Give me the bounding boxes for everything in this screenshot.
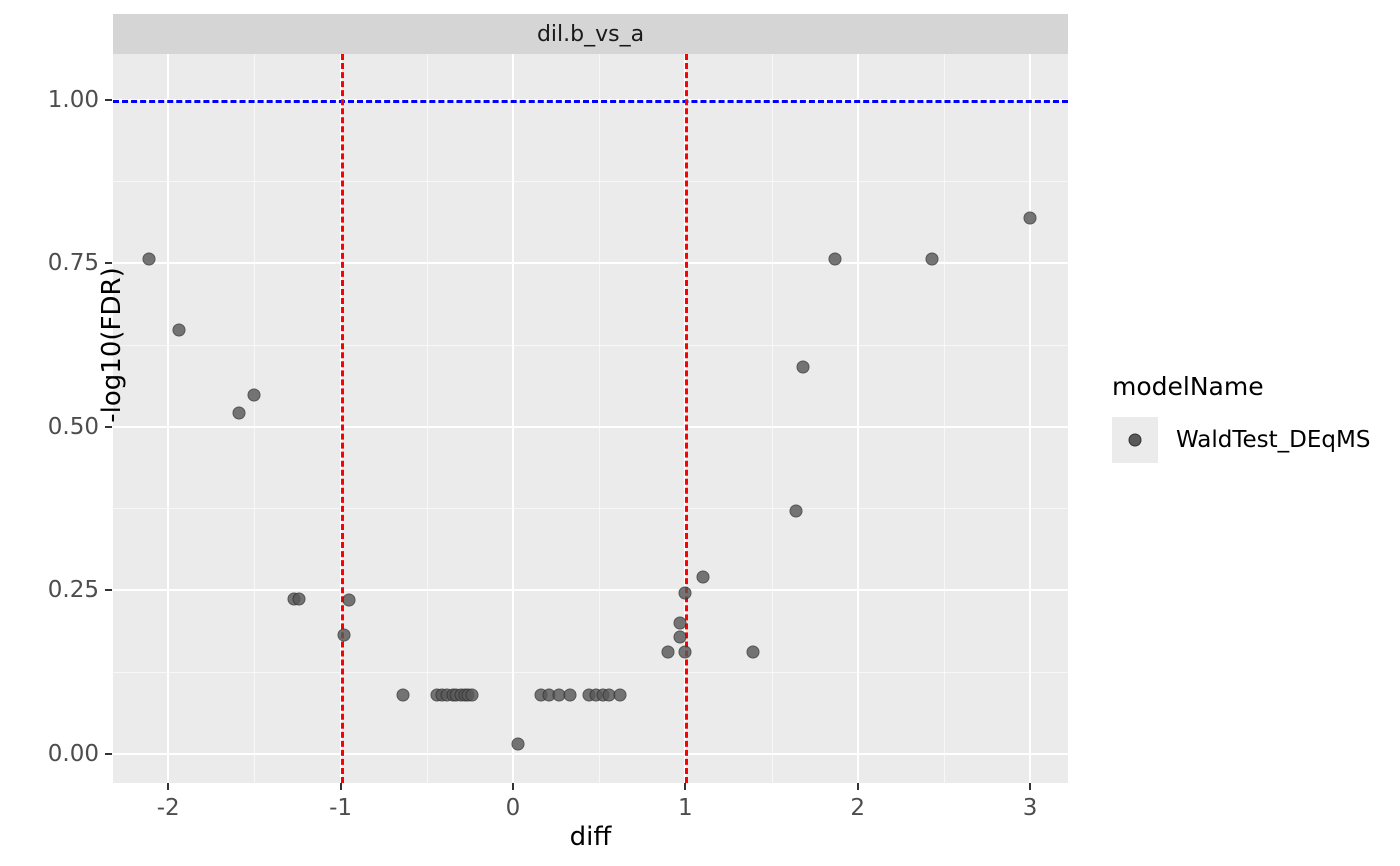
y-axis-tick-label: 0.00 [47,740,99,767]
gridline-major-vertical [856,54,859,783]
threshold-line-horizontal [113,99,1068,103]
y-axis-tick-mark [105,752,112,755]
data-point [613,688,627,702]
facet-strip: dil.b_vs_a [113,14,1068,54]
x-axis-tick-mark [339,783,342,790]
y-axis-tick-mark [105,589,112,592]
legend: modelName WaldTest_DEqMS [1112,372,1370,463]
legend-title: modelName [1112,372,1264,401]
gridline-minor-horizontal [113,344,1068,346]
x-axis-tick-mark [684,783,687,790]
x-axis-tick-mark [1029,783,1032,790]
data-point [172,323,185,337]
data-point [232,406,246,420]
legend-entry[interactable]: WaldTest_DEqMS [1112,417,1370,463]
gridline-major-horizontal [113,752,1068,755]
data-point [789,504,803,518]
y-axis-tick-mark [105,262,112,265]
data-point [292,592,306,606]
data-point [511,737,525,751]
data-point [342,593,356,607]
data-point [696,570,710,584]
legend-entry-label: WaldTest_DEqMS [1176,427,1371,453]
data-point [828,252,842,266]
data-point [1023,211,1037,225]
data-point [673,630,687,644]
y-axis-tick-label: 0.75 [47,250,99,277]
data-point [337,628,351,642]
data-point [465,688,479,702]
data-point [746,645,760,659]
data-point [673,616,687,630]
point-marker-icon [1128,433,1142,447]
x-axis-tick-mark [856,783,859,790]
data-point [678,586,692,600]
data-point [796,360,810,374]
y-axis-tick-label: 0.25 [47,577,99,604]
x-axis-tick-mark [167,783,170,790]
y-axis-tick-label: 1.00 [47,86,99,113]
gridline-minor-horizontal [113,508,1068,510]
data-point [925,252,939,266]
x-axis-tick-label: 1 [677,795,693,821]
x-axis-tick-label: 0 [505,795,521,821]
gridline-minor-vertical [254,54,256,783]
gridline-major-horizontal [113,425,1068,428]
y-axis-title: -log10(FDR) [97,267,127,423]
y-axis-tick-label: 0.50 [47,413,99,440]
gridline-major-horizontal [113,589,1068,592]
gridline-minor-horizontal [113,181,1068,183]
gridline-major-vertical [1029,54,1032,783]
facet-strip-label: dil.b_vs_a [536,21,645,47]
threshold-line-vertical [340,54,344,783]
x-axis-tick-label: -1 [329,795,352,821]
x-axis-tick-label: 3 [1022,795,1038,821]
gridline-major-horizontal [113,262,1068,265]
gridline-major-vertical [511,54,514,783]
gridline-minor-vertical [771,54,773,783]
x-axis-tick-label: 2 [850,795,866,821]
gridline-minor-vertical [943,54,945,783]
y-axis-tick-mark [105,425,112,428]
data-point [142,252,156,266]
threshold-line-vertical [685,54,689,783]
x-axis-tick-mark [511,783,514,790]
data-point [678,645,692,659]
legend-key-swatch [1112,417,1158,463]
data-point [396,688,410,702]
gridline-minor-vertical [599,54,601,783]
data-point [247,388,261,402]
x-axis-tick-label: -2 [156,795,180,821]
plot-panel [113,54,1068,783]
y-axis-tick-mark [105,98,112,101]
gridline-major-vertical [167,54,170,783]
gridline-minor-horizontal [113,671,1068,673]
data-point [661,645,675,659]
gridline-minor-vertical [426,54,428,783]
legend-entry-list: WaldTest_DEqMS [1112,417,1370,463]
x-axis-title: diff [569,822,612,852]
data-point [563,688,577,702]
